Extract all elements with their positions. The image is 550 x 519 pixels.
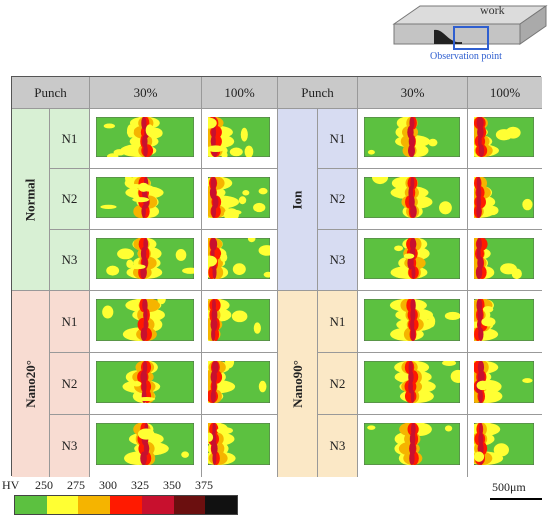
- hardness-map-image: [474, 299, 534, 341]
- legend-tick-350: 350: [163, 478, 181, 492]
- hardness-map-image: [208, 177, 270, 218]
- header-punch-right: Punch: [278, 77, 358, 109]
- hardness-map-cell: [468, 415, 542, 477]
- hardness-map-cell: [202, 353, 278, 415]
- hardness-map-image: [96, 361, 194, 403]
- hardness-map-cell: [358, 415, 468, 477]
- hardness-map-image: [364, 423, 460, 465]
- row-nano20-n1: N1: [50, 291, 90, 353]
- legend-swatch: [110, 496, 142, 514]
- hardness-map-image: [364, 117, 460, 157]
- row-nano90-n1: N1: [318, 291, 358, 353]
- group-ion-label: Ion: [289, 190, 305, 209]
- hardness-map-cell: [468, 230, 542, 291]
- row-nano90-n2: N2: [318, 353, 358, 415]
- legend-tick-300: 300: [99, 478, 117, 492]
- hardness-map-image: [364, 361, 460, 403]
- hardness-map-cell: [90, 169, 202, 230]
- header-30-right: 30%: [358, 77, 468, 109]
- legend-swatch: [15, 496, 47, 514]
- hardness-map-cell: [90, 109, 202, 169]
- row-nano90-n3: N3: [318, 415, 358, 477]
- hardness-map-image: [474, 423, 534, 465]
- hardness-map-image: [208, 361, 270, 403]
- row-normal-n3: N3: [50, 230, 90, 291]
- hardness-map-image: [364, 238, 460, 279]
- hardness-map-cell: [90, 353, 202, 415]
- hardness-map-cell: [358, 169, 468, 230]
- row-nano20-n3: N3: [50, 415, 90, 477]
- hardness-map-image: [208, 117, 270, 157]
- row-normal-n2: N2: [50, 169, 90, 230]
- header-30-left: 30%: [90, 77, 202, 109]
- hardness-map-image: [96, 117, 194, 157]
- row-ion-n2: N2: [318, 169, 358, 230]
- work-sketch: [392, 5, 548, 50]
- hardness-map-table: Punch 30% 100% Punch 30% 100% Normal Nan…: [11, 76, 542, 477]
- work-label: work: [480, 3, 505, 17]
- row-ion-n1: N1: [318, 109, 358, 169]
- group-nano20: Nano20°: [12, 291, 50, 477]
- hardness-map-image: [474, 361, 534, 403]
- legend-tick-275: 275: [67, 478, 85, 492]
- group-nano90: Nano90°: [278, 291, 318, 477]
- hardness-map-image: [474, 177, 534, 218]
- hardness-map-cell: [468, 291, 542, 353]
- hardness-map-cell: [202, 230, 278, 291]
- group-normal-label: Normal: [22, 178, 38, 221]
- header-100-left: 100%: [202, 77, 278, 109]
- legend-tick-375: 375: [195, 478, 213, 492]
- hardness-map-cell: [358, 109, 468, 169]
- observation-point-label: Observation point: [430, 51, 502, 62]
- hardness-color-scale: [14, 495, 238, 515]
- legend-swatch: [46, 496, 79, 514]
- hardness-map-image: [364, 177, 460, 218]
- hardness-map-cell: [90, 291, 202, 353]
- hardness-map-image: [208, 238, 270, 279]
- legend-swatch: [78, 496, 111, 514]
- header-100-right: 100%: [468, 77, 542, 109]
- hardness-map-cell: [358, 230, 468, 291]
- hardness-map-cell: [202, 109, 278, 169]
- scale-bar: [490, 498, 542, 500]
- hardness-map-image: [364, 299, 460, 341]
- hardness-map-cell: [202, 415, 278, 477]
- hardness-map-image: [96, 177, 194, 218]
- legend-swatch: [173, 496, 206, 514]
- hardness-map-image: [96, 238, 194, 279]
- legend-swatch: [141, 496, 174, 514]
- hardness-map-cell: [90, 230, 202, 291]
- row-ion-n3: N3: [318, 230, 358, 291]
- hardness-map-image: [208, 423, 270, 465]
- hardness-map-cell: [202, 291, 278, 353]
- legend-tick-325: 325: [131, 478, 149, 492]
- row-normal-n1: N1: [50, 109, 90, 169]
- scale-bar-label: 500μm: [492, 480, 526, 494]
- hardness-map-image: [208, 299, 270, 341]
- group-ion: Ion: [278, 109, 318, 291]
- hardness-map-image: [474, 117, 534, 157]
- group-normal: Normal: [12, 109, 50, 291]
- row-nano20-n2: N2: [50, 353, 90, 415]
- legend-swatch: [205, 496, 238, 514]
- hardness-map-cell: [468, 109, 542, 169]
- hardness-map-cell: [90, 415, 202, 477]
- group-nano20-label: Nano20°: [22, 360, 38, 408]
- group-nano90-label: Nano90°: [289, 360, 305, 408]
- legend-tick-250: 250: [35, 478, 53, 492]
- header-punch-left: Punch: [12, 77, 90, 109]
- legend-hv-label: HV: [2, 478, 20, 492]
- hardness-map-cell: [468, 353, 542, 415]
- hardness-map-cell: [468, 169, 542, 230]
- hardness-map-cell: [358, 353, 468, 415]
- hardness-map-image: [96, 423, 194, 465]
- hardness-map-cell: [202, 169, 278, 230]
- hardness-map-image: [96, 299, 194, 341]
- hardness-map-cell: [358, 291, 468, 353]
- hardness-map-image: [474, 238, 534, 279]
